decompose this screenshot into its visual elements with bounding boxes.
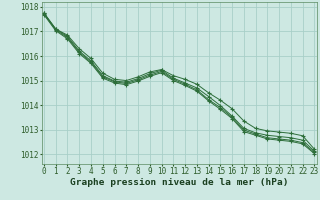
X-axis label: Graphe pression niveau de la mer (hPa): Graphe pression niveau de la mer (hPa) xyxy=(70,178,288,187)
